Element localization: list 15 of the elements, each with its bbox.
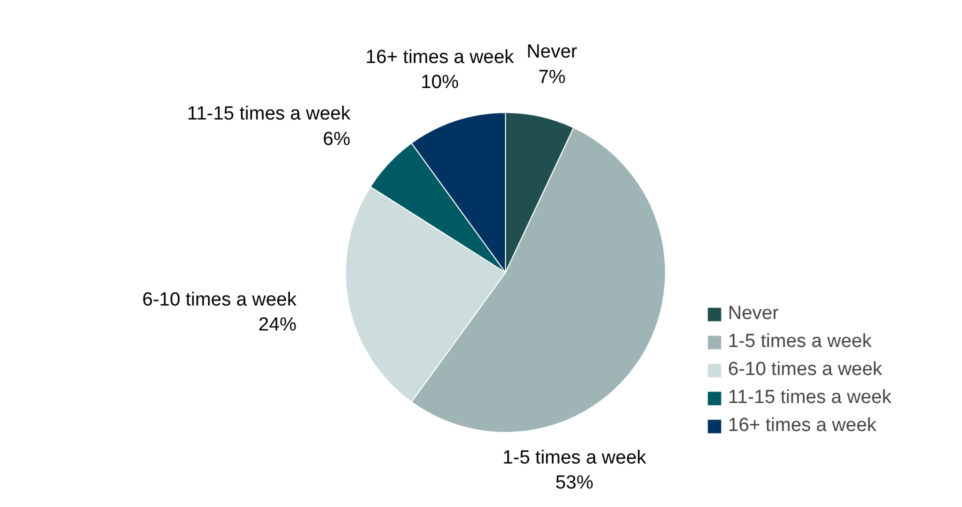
legend-label: 11-15 times a week xyxy=(728,387,892,409)
data-label: 24% xyxy=(258,314,297,336)
slice-label: 11-15 times a week xyxy=(187,104,351,125)
legend-label: 6-10 times a week xyxy=(728,359,882,381)
slice-label: 1-5 times a week xyxy=(502,447,647,468)
data-label: 7% xyxy=(538,66,566,88)
data-label: 10% xyxy=(420,72,459,94)
legend-label: 16+ times a week xyxy=(728,415,876,437)
legend-label: 1-5 times a week xyxy=(728,331,872,353)
data-label: 53% xyxy=(555,472,594,494)
slice-label: Never xyxy=(526,42,578,63)
data-label: 6% xyxy=(322,128,350,150)
legend-label: Never xyxy=(728,303,779,325)
slice-label: 16+ times a week xyxy=(366,47,514,68)
slice-label: 6-10 times a week xyxy=(142,289,297,310)
